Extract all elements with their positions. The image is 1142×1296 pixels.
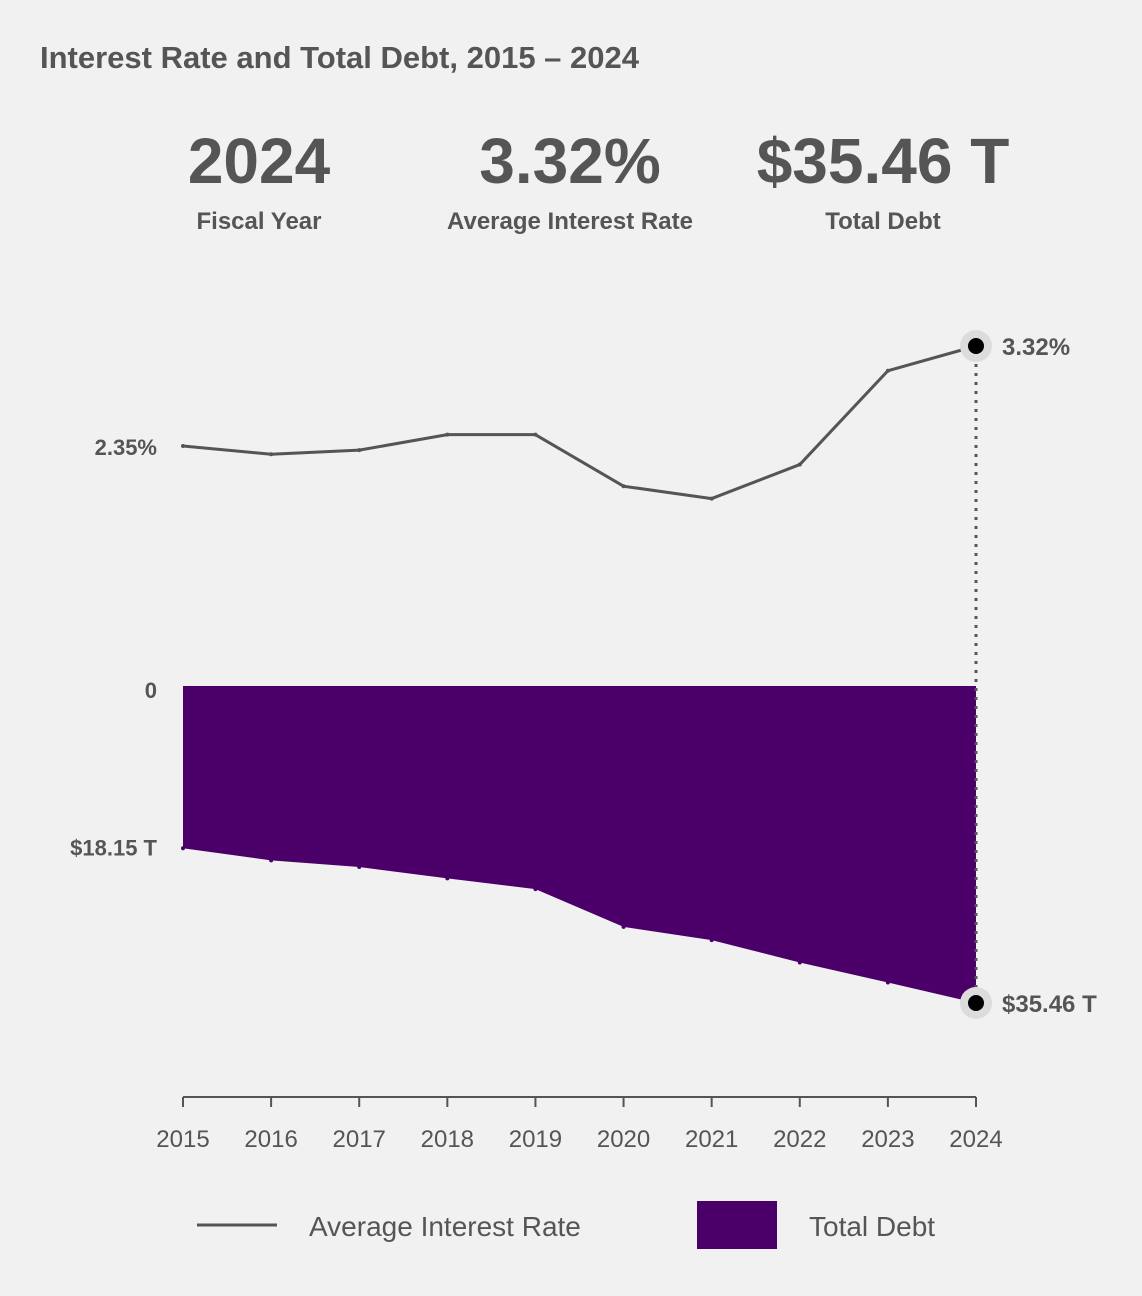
x-tick-label-2021: 2021 <box>685 1126 738 1153</box>
x-tick-label-2023: 2023 <box>861 1126 914 1153</box>
stat-average-interest-rate: 3.32% Average Interest Rate <box>410 124 730 236</box>
x-tick-label-2020: 2020 <box>597 1126 650 1153</box>
rate-line-layer <box>181 344 978 501</box>
stat-fiscal-year: 2024 Fiscal Year <box>99 124 419 236</box>
x-tick-label-2017: 2017 <box>333 1126 386 1153</box>
chart-title: Interest Rate and Total Debt, 2015 – 202… <box>40 40 639 75</box>
rate-point-2015 <box>181 444 185 448</box>
debt-point-2021 <box>709 938 714 943</box>
x-tick-label-2019: 2019 <box>509 1126 562 1153</box>
x-tick-label-2018: 2018 <box>421 1126 474 1153</box>
legend-rate-label: Average Interest Rate <box>309 1211 581 1242</box>
marker-layer <box>960 330 992 1019</box>
x-axis: 2015 2016 2017 2018 2019 2020 2021 2022 2023 2024 <box>156 1096 1003 1153</box>
rate-point-2017 <box>357 448 362 453</box>
legend-debt-swatch <box>697 1201 777 1249</box>
debt-point-2017 <box>357 865 362 870</box>
debt-point-2019 <box>533 887 538 892</box>
debt-point-2015 <box>181 846 185 851</box>
stat-total-debt: $35.46 T Total Debt <box>723 124 1043 236</box>
rate-end-marker <box>960 330 992 362</box>
y-tick-debt-zero: 0 <box>145 678 157 703</box>
y-tick-debt-start: $18.15 T <box>70 835 157 860</box>
legend-debt-label: Total Debt <box>809 1211 935 1242</box>
rate-point-2016 <box>269 452 274 457</box>
stat-rate-label: Average Interest Rate <box>447 208 693 235</box>
debt-area-layer <box>181 686 978 1005</box>
stat-rate-value: 3.32% <box>479 125 661 197</box>
stat-debt-label: Total Debt <box>825 208 941 235</box>
x-tick-label-2015: 2015 <box>156 1126 209 1153</box>
debt-end-marker <box>960 987 992 1019</box>
debt-point-2020 <box>621 924 626 929</box>
debt-area <box>183 686 976 1003</box>
x-tick-label-2016: 2016 <box>244 1126 297 1153</box>
rate-line <box>182 344 977 501</box>
debt-point-2016 <box>269 858 274 863</box>
y-tick-rate: 2.35% <box>95 435 157 460</box>
rate-point-2021 <box>709 496 714 501</box>
debt-point-2023 <box>885 980 890 985</box>
debt-end-marker-dot <box>968 995 984 1011</box>
label-layer: 3.32% $35.46 T 2.35% 0 $18.15 T <box>70 334 1097 1018</box>
rate-end-label: 3.32% <box>1002 334 1070 361</box>
rate-point-2019 <box>533 432 538 437</box>
rate-point-2018 <box>445 432 450 437</box>
rate-end-marker-dot <box>968 338 984 354</box>
x-tick-label-2024: 2024 <box>949 1126 1002 1153</box>
legend: Average Interest Rate Total Debt <box>197 1201 935 1249</box>
rate-point-2023 <box>885 368 890 373</box>
stat-fiscal-year-value: 2024 <box>187 125 331 197</box>
debt-point-2018 <box>445 876 450 881</box>
rate-point-2022 <box>797 462 802 467</box>
stat-debt-value: $35.46 T <box>756 125 1010 197</box>
rate-point-2020 <box>621 484 626 489</box>
debt-end-label: $35.46 T <box>1002 991 1097 1018</box>
stat-fiscal-year-label: Fiscal Year <box>196 208 322 235</box>
debt-point-2022 <box>797 960 802 965</box>
x-tick-label-2022: 2022 <box>773 1126 826 1153</box>
